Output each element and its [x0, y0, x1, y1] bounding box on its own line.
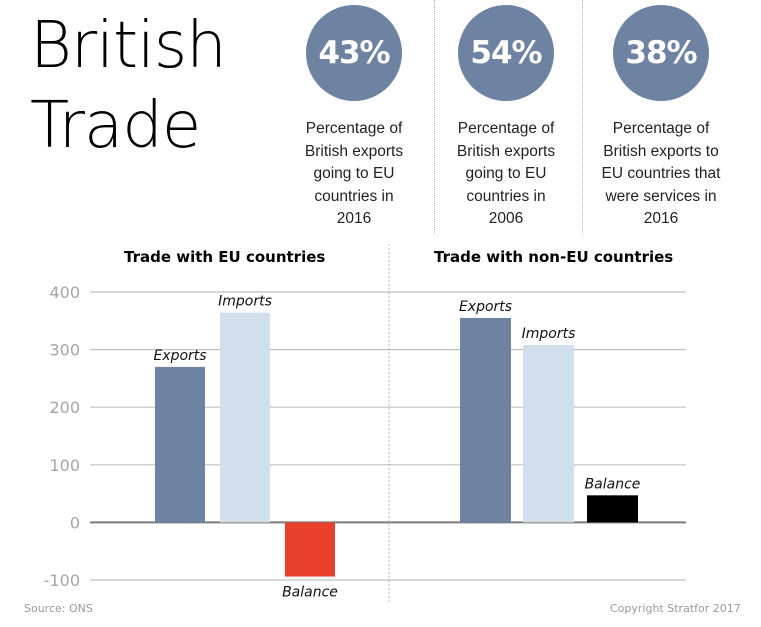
bars — [155, 312, 638, 577]
stat-card-eu-services-2016: 38% Percentage of British exports to EU … — [587, 5, 735, 231]
stat-circle: 43% — [306, 5, 402, 101]
bar-eu-exports — [155, 366, 205, 523]
stat-desc-line: countries in — [314, 187, 394, 205]
stat-circle: 38% — [613, 5, 709, 101]
stat-description: Percentage of British exports going to E… — [280, 118, 428, 231]
title-line-1: British — [30, 9, 227, 83]
source-note: Source: ONS — [24, 602, 93, 615]
stat-desc-line: EU countries that — [601, 165, 721, 182]
stat-desc-line: British exports to — [603, 142, 719, 160]
stat-desc-line: British exports — [304, 142, 404, 160]
title-line-2: Trade — [30, 89, 201, 163]
stat-circle: 54% — [458, 5, 554, 101]
stat-divider — [434, 0, 435, 234]
bar-label-imports: Imports — [522, 326, 576, 342]
stat-desc-line: Percentage of — [612, 120, 710, 137]
y-tick-label: 400 — [49, 283, 80, 302]
y-tick-label: 200 — [49, 398, 80, 417]
bar-non-eu-balance — [587, 495, 638, 523]
bar-label-balance: Balance — [282, 585, 338, 601]
stat-desc-line: 2016 — [336, 210, 372, 227]
chart-title-eu: Trade with EU countries — [124, 248, 326, 266]
bar-eu-balance — [285, 522, 335, 577]
bar-label-balance: Balance — [585, 476, 641, 492]
bar-eu-imports — [220, 312, 270, 523]
y-tick-label: 0 — [70, 513, 80, 532]
bar-label-exports: Exports — [153, 348, 206, 364]
stat-description: Percentage of British exports to EU coun… — [587, 118, 735, 231]
bar-non-eu-exports — [460, 317, 511, 523]
stat-desc-line: going to EU — [313, 165, 395, 182]
stat-card-eu-exports-2006: 54% Percentage of British exports going … — [432, 5, 580, 231]
infographic-title: British Trade — [30, 6, 227, 166]
stat-desc-line: 2006 — [488, 210, 524, 227]
copyright-note: Copyright Stratfor 2017 — [610, 602, 741, 615]
stat-desc-line: British exports — [456, 142, 556, 160]
stat-description: Percentage of British exports going to E… — [432, 118, 580, 231]
y-tick-label: 300 — [49, 341, 80, 360]
stat-desc-line: were services in — [605, 187, 717, 205]
bar-label-exports: Exports — [459, 299, 512, 315]
y-tick-label: 100 — [49, 456, 80, 475]
y-tick-label: -100 — [44, 571, 80, 590]
bar-label-imports: Imports — [218, 294, 272, 310]
y-axis-ticks: 400 300 200 100 0 -100 — [44, 283, 80, 590]
stat-desc-line: going to EU — [465, 165, 547, 182]
stat-desc-line: 2016 — [643, 210, 679, 227]
bar-labels: Exports Imports Balance Exports Imports Balan… — [153, 294, 640, 601]
stat-desc-line: Percentage of — [457, 120, 555, 137]
stat-divider — [582, 0, 583, 234]
stat-desc-line: countries in — [466, 187, 546, 205]
bar-non-eu-imports — [523, 344, 574, 523]
stat-card-eu-exports-2016: 43% Percentage of British exports going … — [280, 5, 428, 231]
chart-title-non-eu: Trade with non-EU countries — [434, 248, 674, 266]
stat-desc-line: Percentage of — [305, 120, 403, 137]
